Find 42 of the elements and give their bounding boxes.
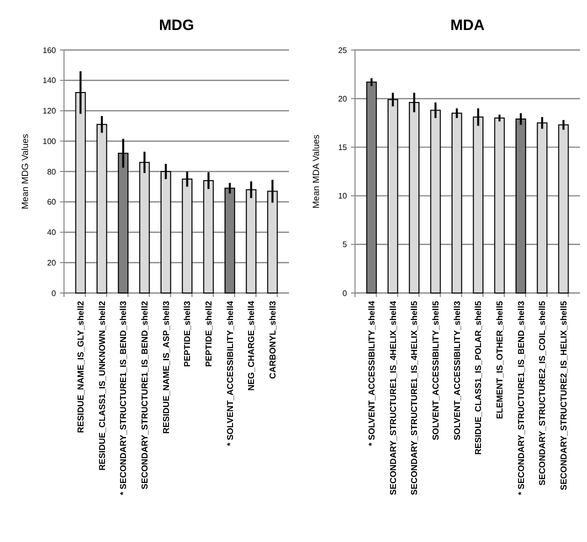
y-tick-label: 0 <box>52 288 57 298</box>
chart-title: MDG <box>159 17 194 34</box>
x-tick-label: * SECONDARY_STRUCTURE1_IS_BEND_shell3 <box>516 300 526 496</box>
x-tick-label: CARBONYL_shell3 <box>267 300 278 379</box>
chart-title: MDA <box>450 17 485 34</box>
bar <box>558 124 569 294</box>
y-tick-label: 80 <box>47 167 57 176</box>
x-tick-label: * SECONDARY_STRUCTURE1_IS_BEND_shell3 <box>118 300 128 496</box>
y-tick-label: 5 <box>342 240 348 250</box>
y-tick-label: 160 <box>42 46 57 55</box>
y-axis-title: Mean MDG Values <box>20 133 30 210</box>
x-tick-label: RESIDUE_NAME_IS_ASP_shell3 <box>160 300 171 434</box>
x-tick-label: SECONDARY_STRUCTURE1_IS_BEND_shell2 <box>140 300 150 490</box>
x-tick-label: SECONDARY_STRUCTURE1_IS_4HELIX_shell4 <box>388 300 398 496</box>
x-tick-label: SECONDARY_STRUCTURE2_IS_HELIX_shell5 <box>558 300 568 490</box>
y-tick-label: 140 <box>42 76 57 86</box>
y-tick-label: 120 <box>42 106 57 116</box>
y-tick-label: 25 <box>338 46 348 55</box>
x-tick-label: * SOLVENT_ACCESSIBILITY_shell4 <box>224 300 235 446</box>
x-tick-label: RESIDUE_NAME_IS_GLY_shell2 <box>76 300 86 433</box>
bar <box>452 112 462 294</box>
x-tick-label: SECONDARY_STRUCTURE1_IS_4HELIX_shell5 <box>409 300 420 496</box>
y-tick-label: 20 <box>338 94 348 104</box>
y-tick-label: 100 <box>42 136 57 146</box>
x-tick-label: RESIDUE_CLASS1_IS_UNKNOWN_shell2 <box>96 300 107 471</box>
bar <box>494 118 505 294</box>
x-tick-label: * SOLVENT_ACCESSIBILITY_shell4 <box>366 300 377 446</box>
y-tick-label: 20 <box>47 258 57 268</box>
x-tick-label: PEPTIDE_shell2 <box>204 300 214 367</box>
y-tick-label: 10 <box>338 192 348 201</box>
y-axis-title: Mean MDA Values <box>311 134 321 208</box>
y-tick-label: 0 <box>342 288 348 298</box>
x-tick-label: SOLVENT_ACCESSIBILITY_shell5 <box>430 300 441 440</box>
x-tick-label: SOLVENT_ACCESSIBILITY_shell3 <box>452 300 462 440</box>
x-tick-label: PEPTIDE_shell3 <box>182 300 192 367</box>
x-tick-label: NEG_CHARGE_shell4 <box>246 300 256 391</box>
x-tick-label: ELEMENT_IS_OTHER_shell5 <box>494 300 504 419</box>
y-tick-label: 40 <box>47 228 57 238</box>
x-tick-label: RESIDUE_CLASS1_IS_POLAR_shell5 <box>473 300 484 455</box>
y-tick-label: 60 <box>47 198 57 207</box>
x-tick-label: SECONDARY_STRUCTURE2_IS_COIL_shell5 <box>537 300 548 486</box>
y-tick-label: 15 <box>338 143 348 152</box>
